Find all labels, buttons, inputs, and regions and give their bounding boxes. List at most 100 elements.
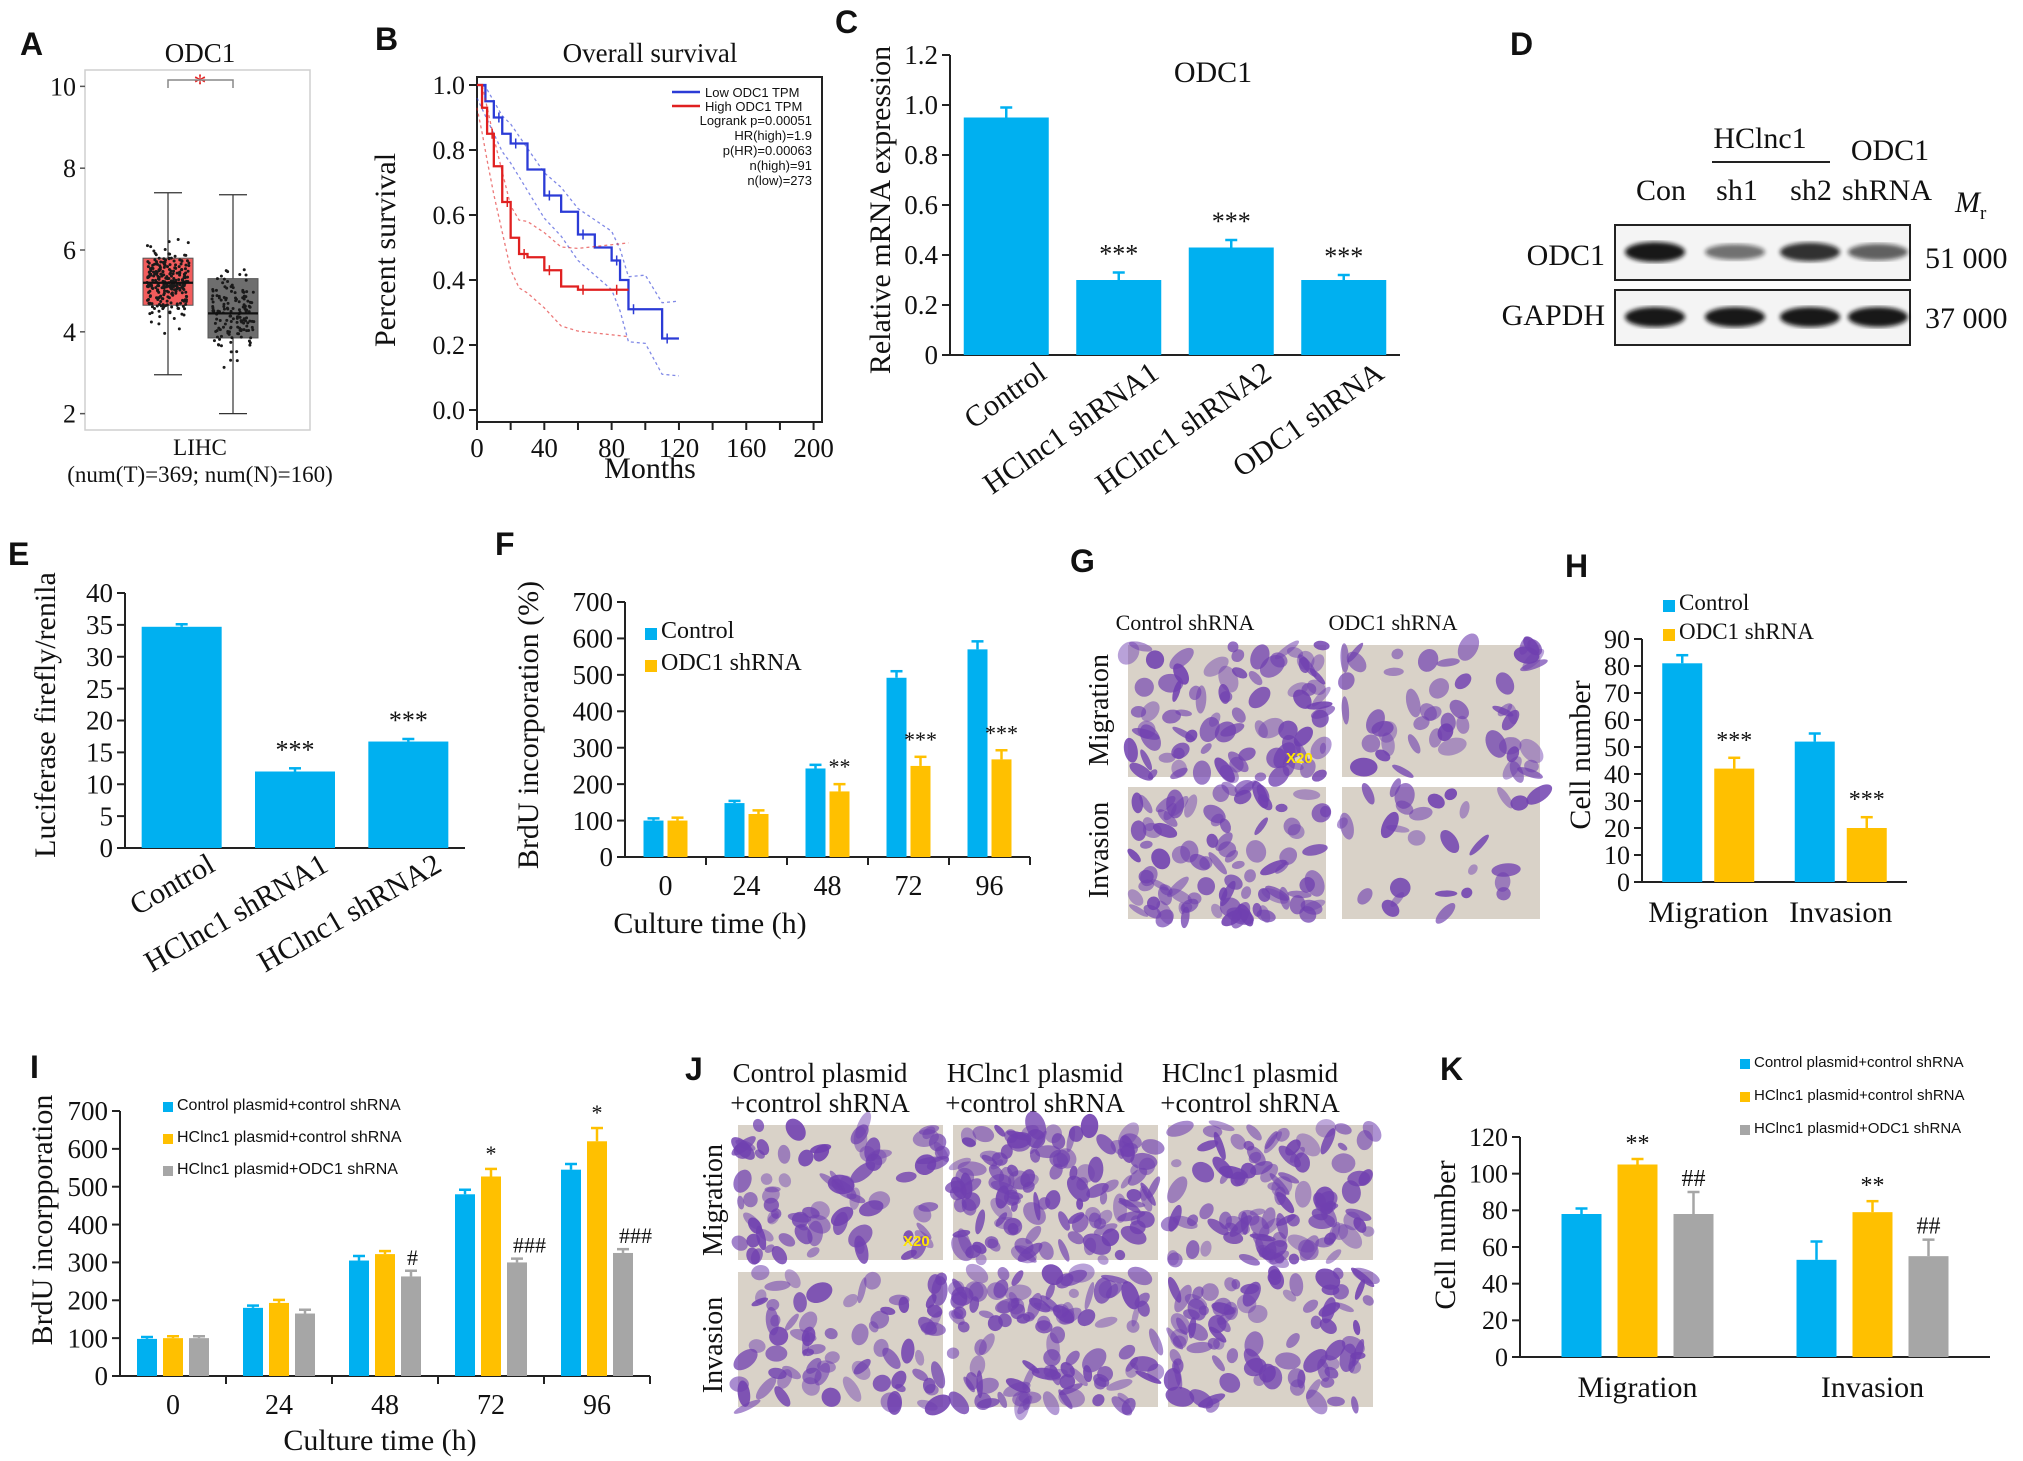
data-point bbox=[214, 330, 217, 333]
y-tick-label: 1.0 bbox=[904, 90, 938, 120]
data-point bbox=[150, 320, 153, 323]
data-point bbox=[225, 269, 228, 272]
data-point bbox=[232, 307, 235, 310]
y-tick-label: 400 bbox=[68, 1210, 109, 1240]
data-point bbox=[173, 317, 176, 320]
panel-c-bar: ODC1 Relative mRNA expression 00.20.40.6… bbox=[864, 40, 1400, 501]
y-tick-label: 20 bbox=[86, 706, 113, 736]
data-point bbox=[241, 289, 244, 292]
data-point bbox=[182, 284, 185, 287]
y-tick-label: 0.6 bbox=[433, 201, 466, 230]
bar-2-4 bbox=[911, 766, 931, 857]
blot-band bbox=[1848, 244, 1908, 260]
panel-b-stat-logrank: Logrank p=0.00051 bbox=[700, 113, 812, 128]
bar-3-1 bbox=[189, 1338, 209, 1376]
data-point bbox=[223, 308, 226, 311]
bar-2-5 bbox=[992, 759, 1012, 857]
y-tick-label: 6 bbox=[63, 236, 76, 265]
data-point bbox=[180, 268, 183, 271]
data-point bbox=[173, 259, 176, 262]
bar-2-5 bbox=[587, 1141, 607, 1376]
y-tick-label: 20 bbox=[1604, 814, 1630, 843]
y-tick-label: 0 bbox=[925, 340, 939, 370]
data-point bbox=[156, 270, 159, 273]
data-point bbox=[152, 270, 155, 273]
y-tick-label: 40 bbox=[1482, 1270, 1508, 1299]
data-point bbox=[170, 257, 173, 260]
legend-label: Control bbox=[1679, 590, 1749, 615]
legend-swatch bbox=[1663, 600, 1675, 612]
legend-swatch bbox=[163, 1134, 173, 1144]
data-point bbox=[168, 240, 171, 243]
y-tick-label: 1.0 bbox=[433, 71, 466, 100]
y-tick-label: 600 bbox=[573, 624, 614, 654]
x-tick-label: 200 bbox=[793, 433, 834, 463]
data-point bbox=[220, 344, 223, 347]
survival-curve-2 bbox=[477, 85, 628, 290]
data-point bbox=[175, 290, 178, 293]
data-point bbox=[249, 336, 252, 339]
ci-lower-line bbox=[477, 108, 628, 337]
y-tick-label: 0.4 bbox=[904, 240, 938, 270]
data-point bbox=[168, 296, 171, 299]
data-point bbox=[147, 298, 150, 301]
data-point bbox=[161, 270, 164, 273]
survival-curve-1 bbox=[477, 85, 679, 339]
data-point bbox=[149, 245, 152, 248]
bar-1-4 bbox=[455, 1194, 475, 1376]
data-point bbox=[158, 264, 161, 267]
data-point bbox=[229, 315, 232, 318]
data-point bbox=[147, 291, 150, 294]
panel-a-boxplot: ODC1 LIHC (num(T)=369; num(N)=160) * 246… bbox=[50, 38, 333, 487]
data-point bbox=[246, 321, 249, 324]
legend-swatch bbox=[163, 1102, 173, 1112]
significance-star: * bbox=[486, 1141, 497, 1166]
significance-mark: *** bbox=[1324, 242, 1363, 271]
bar-1-5 bbox=[968, 649, 988, 857]
legend-label: HClnc1 plasmid+ODC1 shRNA bbox=[177, 1161, 398, 1178]
bar-3-5 bbox=[613, 1253, 633, 1376]
bar-2-3 bbox=[375, 1254, 395, 1376]
data-point bbox=[163, 285, 166, 288]
significance-mark: *** bbox=[276, 735, 315, 764]
panel-b-legend-high: High ODC1 TPM bbox=[705, 99, 802, 114]
data-point bbox=[234, 296, 237, 299]
data-point bbox=[163, 263, 166, 266]
bar-1-2 bbox=[725, 803, 745, 857]
y-tick-label: 0.2 bbox=[433, 331, 466, 360]
data-point bbox=[182, 305, 185, 308]
panel-a-xlabel-1: LIHC bbox=[173, 435, 227, 460]
blot-group-label-2: ODC1 bbox=[1851, 134, 1929, 167]
blot-band bbox=[1780, 307, 1840, 327]
significance-hash: # bbox=[407, 1245, 418, 1270]
panel-label-e: E bbox=[8, 536, 29, 572]
data-point bbox=[219, 319, 222, 322]
blot-mr-gapdh: 37 000 bbox=[1925, 302, 2008, 335]
blot-mr-symbol: Mr bbox=[1954, 186, 1987, 224]
data-point bbox=[218, 338, 221, 341]
x-tick-label: 0 bbox=[470, 433, 484, 463]
y-tick-label: 200 bbox=[68, 1285, 109, 1315]
y-tick-label: 0.8 bbox=[433, 136, 466, 165]
data-point bbox=[151, 311, 154, 314]
blot-col-sh1: sh1 bbox=[1716, 174, 1758, 207]
data-point bbox=[176, 307, 179, 310]
y-tick-label: 40 bbox=[1604, 760, 1630, 789]
data-point bbox=[241, 296, 244, 299]
y-tick-label: 0 bbox=[95, 1361, 109, 1391]
data-point bbox=[167, 252, 170, 255]
data-point bbox=[147, 302, 150, 305]
bar-1-1 bbox=[137, 1339, 157, 1376]
x-category-label: 24 bbox=[733, 871, 761, 902]
y-tick-label: 0.0 bbox=[433, 396, 466, 425]
blot-band bbox=[1625, 307, 1685, 327]
bar-1-1 bbox=[142, 627, 222, 848]
y-tick-label: 30 bbox=[1604, 787, 1630, 816]
blot-band bbox=[1705, 244, 1765, 260]
significance-hash: ## bbox=[1917, 1214, 1941, 1240]
panel-c-title: ODC1 bbox=[1174, 56, 1252, 89]
data-point bbox=[164, 277, 167, 280]
panel-f-ylabel: BrdU incorporation (%) bbox=[512, 581, 545, 869]
panel-label-k: K bbox=[1440, 1051, 1463, 1087]
data-point bbox=[162, 303, 165, 306]
